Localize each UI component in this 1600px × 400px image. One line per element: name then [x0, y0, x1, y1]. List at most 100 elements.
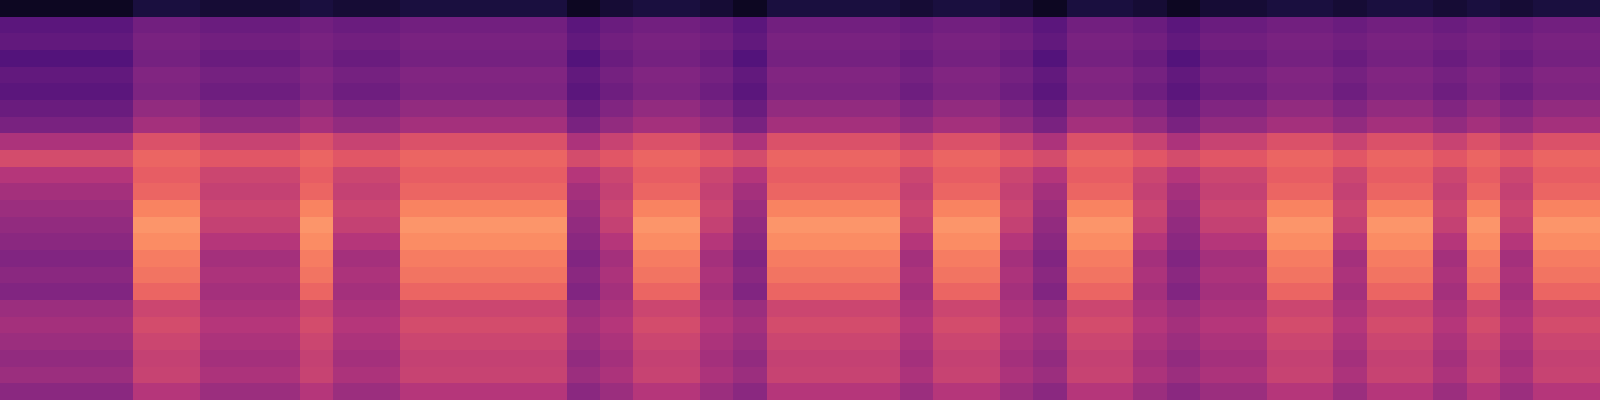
cell: [1500, 167, 1534, 184]
cell: [1433, 83, 1467, 100]
cell: [1333, 317, 1367, 334]
cell: [400, 200, 434, 217]
cell: [1000, 283, 1034, 300]
cell: [1233, 300, 1267, 317]
cell: [733, 100, 767, 117]
cell: [1433, 350, 1467, 367]
cell: [800, 250, 834, 267]
cell: [1367, 200, 1401, 217]
cell: [200, 0, 234, 17]
cell: [1333, 50, 1367, 67]
cell: [1033, 50, 1067, 67]
cell: [467, 233, 501, 250]
cell: [333, 283, 367, 300]
cell: [833, 17, 867, 34]
cell: [267, 267, 301, 284]
cell: [1367, 333, 1401, 350]
cell: [900, 17, 934, 34]
cell: [567, 183, 601, 200]
cell: [1500, 150, 1534, 167]
cell: [800, 50, 834, 67]
cell: [1567, 217, 1600, 234]
cell: [1567, 183, 1600, 200]
cell: [1067, 17, 1101, 34]
cell: [1500, 217, 1534, 234]
cell: [33, 233, 67, 250]
cell: [1500, 367, 1534, 384]
cell: [200, 200, 234, 217]
cell: [133, 250, 167, 267]
cell: [1333, 383, 1367, 400]
cell: [367, 50, 401, 67]
cell: [300, 167, 334, 184]
cell: [1200, 83, 1234, 100]
cell: [700, 333, 734, 350]
cell: [1267, 283, 1301, 300]
cell: [900, 317, 934, 334]
cell: [933, 250, 967, 267]
cell: [1200, 33, 1234, 50]
cell: [933, 317, 967, 334]
cell: [1033, 167, 1067, 184]
cell: [1567, 117, 1600, 134]
cell: [200, 67, 234, 84]
cell: [700, 183, 734, 200]
cell: [1000, 0, 1034, 17]
cell: [500, 67, 534, 84]
cell: [700, 17, 734, 34]
cell: [533, 150, 567, 167]
cell: [233, 117, 267, 134]
cell: [0, 300, 34, 317]
cell: [133, 117, 167, 134]
cell: [667, 317, 701, 334]
cell: [233, 267, 267, 284]
cell: [1167, 150, 1201, 167]
cell: [33, 200, 67, 217]
cell: [133, 217, 167, 234]
cell: [467, 367, 501, 384]
cell: [1433, 267, 1467, 284]
cell: [167, 167, 201, 184]
cell: [267, 200, 301, 217]
cell: [733, 383, 767, 400]
cell: [867, 133, 901, 150]
cell: [33, 0, 67, 17]
cell: [1100, 233, 1134, 250]
cell: [933, 17, 967, 34]
cell: [567, 383, 601, 400]
cell: [1167, 300, 1201, 317]
cell: [1133, 217, 1167, 234]
cell: [933, 300, 967, 317]
cell: [500, 33, 534, 50]
cell: [1500, 383, 1534, 400]
cell: [800, 350, 834, 367]
cell: [667, 300, 701, 317]
cell: [1167, 50, 1201, 67]
cell: [267, 150, 301, 167]
cell: [167, 183, 201, 200]
cell: [167, 283, 201, 300]
cell: [1433, 200, 1467, 217]
cell: [67, 300, 101, 317]
cell: [367, 133, 401, 150]
cell: [433, 50, 467, 67]
cell: [1167, 250, 1201, 267]
cell: [467, 33, 501, 50]
cell: [167, 0, 201, 17]
cell: [367, 167, 401, 184]
cell: [1033, 333, 1067, 350]
cell: [1133, 350, 1167, 367]
cell: [167, 17, 201, 34]
cell: [1533, 367, 1567, 384]
cell: [867, 250, 901, 267]
cell: [333, 133, 367, 150]
cell: [233, 150, 267, 167]
cell: [1567, 150, 1600, 167]
cell: [1433, 33, 1467, 50]
cell: [200, 283, 234, 300]
cell: [1133, 250, 1167, 267]
cell: [633, 100, 667, 117]
cell: [1133, 383, 1167, 400]
cell: [1067, 350, 1101, 367]
cell: [300, 317, 334, 334]
